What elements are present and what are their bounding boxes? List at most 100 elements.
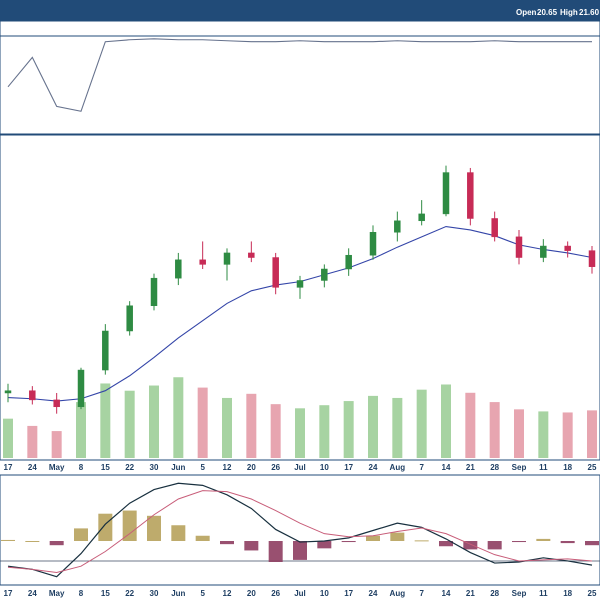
x-axis-tick-label: 30 [150,463,159,472]
x-axis-tick-label: 17 [344,589,353,598]
macd-histogram-bar [317,541,332,549]
macd-histogram-bar [341,541,356,543]
x-axis-tick-label: 25 [588,589,597,598]
candle-body [467,172,474,219]
candle-body [540,245,547,258]
candle-body [29,390,36,401]
x-axis-tick-label: 24 [28,589,37,598]
candle-body [223,252,231,265]
macd-histogram-bar [98,513,113,541]
x-axis-tick-label: 15 [101,463,110,472]
top-header-bar [0,0,600,21]
volume-bar [441,384,451,458]
x-axis-tick-label: 8 [79,463,84,472]
macd-histogram-bar [171,525,186,541]
macd-x-axis-labels: 17 24 May 8 15 22 30 Jun 5 12 20 26 Jul 10 17 24 Aug 7 14 2… [4,589,597,598]
candle-body [77,369,85,408]
x-axis-tick-label: 5 [200,463,205,472]
x-axis-tick-label: 30 [150,589,159,598]
volume-bar [149,385,159,458]
candle-body [296,280,304,288]
volume-bar [197,387,208,458]
macd-histogram-bar [25,541,40,542]
x-axis-tick-label: 24 [369,589,378,598]
macd-histogram-bar [439,541,453,547]
signal-line [7,490,593,574]
volume-bar [295,408,305,458]
x-axis-tick-label: 21 [466,463,475,472]
x-axis-tick-label: Sep [512,589,527,598]
x-axis-tick-label: 14 [442,463,451,472]
macd-histogram-bar [1,539,15,541]
candle-body [150,277,158,307]
x-axis-tick-label: 20 [247,589,256,598]
x-axis-tick-label: Jul [294,463,306,472]
macd-histogram-bar [536,538,551,541]
price-x-axis-labels: 17 24 May 8 15 22 30 Jun 5 12 20 26 Jul 10 17 24 Aug 7 14 2… [4,463,597,472]
upper-indicator-line [7,38,592,112]
open-label: Open [516,8,537,17]
x-axis-tick-label: 10 [320,463,329,472]
volume-bars-group [3,377,597,458]
x-axis-tick-label: 22 [125,463,134,472]
x-axis-tick-label: 15 [101,589,110,598]
volume-bar [173,377,184,458]
x-axis-tick-label: 17 [4,463,13,472]
x-axis-tick-label: May [49,589,65,598]
x-axis-tick-label: 7 [419,463,424,472]
macd-histogram-bar [585,541,599,546]
macd-histogram-bar [512,541,526,543]
x-axis-tick-label: 20 [247,463,256,472]
volume-bar [222,397,232,458]
candle-body [102,330,109,371]
macd-histogram-bar [49,541,64,546]
x-axis-tick-label: 14 [442,589,451,598]
macd-histogram-bar [366,535,380,541]
candle-body [442,172,450,215]
macd-histogram-bar [390,532,405,541]
high-label: High [560,8,578,17]
macd-panel [0,474,600,586]
candle-body [4,390,12,394]
volume-bar [270,404,281,458]
macd-line [7,482,593,578]
macd-histogram-bar [195,535,210,541]
x-axis-tick-label: 28 [490,589,499,598]
x-axis-tick-label: 21 [466,589,475,598]
candle-body [394,220,401,233]
volume-bar [538,411,549,458]
volume-bar [319,405,330,458]
volume-bar [246,393,257,458]
x-axis-tick-label: 26 [271,589,280,598]
x-axis-tick-label: 26 [271,463,280,472]
candle-body [369,232,377,256]
macd-histogram-bar [244,541,259,551]
volume-bar [587,410,597,458]
macd-histogram-bar [268,541,283,562]
x-axis-tick-label: 22 [125,589,134,598]
x-axis-tick-label: Aug [390,463,406,472]
upper-indicator-panel [0,20,600,135]
x-axis-tick-label: Sep [512,463,527,472]
candle-body [272,257,279,288]
x-axis-tick-label: 17 [4,589,13,598]
candle-body [491,218,498,238]
candlestick-group [4,165,596,414]
x-axis-tick-label: 10 [320,589,329,598]
macd-histogram-bar [293,541,307,560]
macd-histogram-bar [122,510,137,541]
x-axis-tick-label: 17 [344,463,353,472]
candle-body [175,259,182,279]
candle-body [515,236,523,258]
x-axis-tick-label: 8 [79,589,84,598]
volume-bar [368,395,378,458]
volume-bar [465,392,476,458]
x-axis-tick-label: 5 [200,589,205,598]
x-axis-tick-label: Jun [171,589,185,598]
candle-body [53,399,60,408]
volume-bar [27,425,38,458]
volume-bar [3,418,13,458]
x-axis-tick-label: 24 [369,463,378,472]
x-axis-tick-label: 28 [490,463,499,472]
volume-bar [76,402,86,458]
